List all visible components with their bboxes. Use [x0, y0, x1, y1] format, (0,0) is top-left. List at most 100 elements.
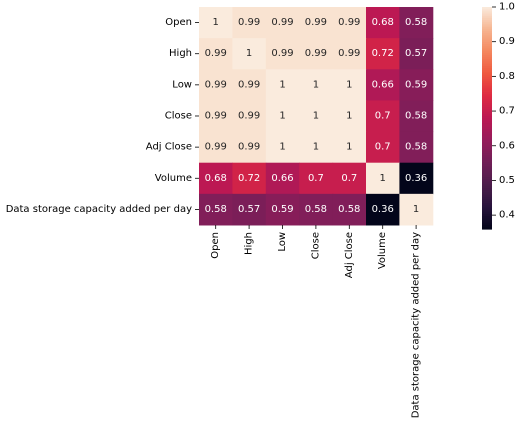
colorbar-segment [482, 53, 492, 56]
heatmap-cell [299, 69, 334, 101]
colorbar-segment [482, 130, 492, 134]
colorbar-segment [482, 142, 492, 145]
colorbar-segment [482, 167, 492, 171]
colorbar-segment [482, 151, 492, 154]
heatmap-cell [199, 193, 233, 226]
cell-annotation: 0.99 [305, 48, 327, 59]
colorbar-segment [482, 112, 492, 115]
cell-annotation: 0.99 [238, 142, 260, 153]
colorbar-segment [482, 71, 492, 75]
colorbar-segment [482, 88, 492, 91]
cell-annotation: 0.7 [341, 173, 357, 184]
cell-annotation: 0.59 [405, 79, 427, 90]
colorbar-segment [482, 160, 492, 163]
colorbar-segment [482, 156, 492, 160]
cell-annotation: 1 [346, 142, 352, 153]
colorbar-segment [482, 227, 492, 230]
colorbar-segment [482, 69, 492, 73]
colorbar-segment [482, 97, 492, 101]
colorbar-segment [482, 197, 492, 200]
heatmap-cell [332, 131, 367, 164]
cell-annotation: 0.57 [405, 48, 427, 59]
cell-annotation: 0.99 [338, 48, 360, 59]
heatmap-cell [366, 162, 400, 195]
colorbar-segment [482, 166, 492, 169]
colorbar-segment [482, 32, 492, 36]
colorbar-segment [482, 49, 492, 52]
colorbar-segment [482, 193, 492, 197]
colorbar-segment [482, 119, 492, 123]
heatmap-cell [299, 7, 334, 39]
colorbar-segment [482, 225, 492, 228]
colorbar-segment [482, 42, 492, 45]
colorbar-segment [482, 101, 492, 104]
heatmap-cell [366, 193, 400, 226]
colorbar-segment [482, 68, 492, 71]
colorbar-segment [482, 158, 492, 162]
cell-annotation: 0.58 [205, 204, 227, 215]
colorbar-segment [482, 162, 492, 165]
heatmap-cell [399, 131, 434, 164]
colorbar-segment [482, 212, 492, 215]
cell-annotation: 0.99 [205, 142, 227, 153]
heatmap-cell [332, 193, 367, 226]
colorbar-segment [482, 12, 492, 15]
heatmap-cell [399, 69, 434, 101]
cell-annotation: 1 [279, 142, 285, 153]
colorbar-segment [482, 21, 492, 25]
colorbar-segment [482, 51, 492, 54]
cell-annotation: 0.99 [271, 48, 293, 59]
colorbar-segment [482, 136, 492, 139]
row-tick-label: Open [165, 17, 192, 28]
cell-annotation: 1 [313, 142, 319, 153]
heatmap-cell [265, 7, 300, 39]
heatmap-cell [332, 7, 367, 39]
heatmap-cell [366, 38, 400, 70]
heatmap-cell [199, 131, 233, 164]
colorbar-segment [482, 147, 492, 151]
colorbar-segment [482, 138, 492, 141]
colorbar-segment [482, 34, 492, 38]
colorbar-segment [482, 47, 492, 51]
colorbar-tick-label: 0.9 [499, 36, 515, 47]
colorbar-segment [482, 204, 492, 208]
column-tick-label: Close [310, 232, 321, 259]
heatmap-cell [366, 69, 400, 101]
cell-annotation: 1 [313, 79, 319, 90]
colorbar-tick-label: 0.4 [499, 210, 515, 221]
colorbar-segment [482, 77, 492, 80]
colorbar-segment [482, 23, 492, 27]
colorbar-segment [482, 110, 492, 114]
column-tick-label: Open [210, 232, 221, 259]
cell-annotation: 1 [413, 204, 419, 215]
cell-annotation: 0.99 [205, 79, 227, 90]
colorbar-segment [482, 143, 492, 147]
colorbar-segment [482, 184, 492, 188]
colorbar-segment [482, 95, 492, 99]
colorbar-segment [482, 188, 492, 191]
column-tick-label: Data storage capacity added per day [411, 232, 422, 418]
cell-annotation: 0.7 [375, 142, 391, 153]
heatmap-cell [232, 7, 267, 39]
colorbar-segment [482, 29, 492, 32]
cell-annotation: 0.7 [375, 110, 391, 121]
cell-annotation: 1 [279, 79, 285, 90]
colorbar: 0.4 0.5 0.6 0.7 0.8 0.9 1.0 [482, 2, 515, 230]
row-tick-label: High [169, 48, 192, 59]
colorbar-segment [482, 132, 492, 136]
colorbar-segment [482, 175, 492, 178]
cell-annotation: 0.58 [338, 204, 360, 215]
cell-annotation: 1 [346, 79, 352, 90]
colorbar-tick-label: 1.0 [499, 2, 515, 13]
colorbar-segment [482, 221, 492, 225]
heatmap-cell [299, 100, 334, 133]
colorbar-segment [482, 105, 492, 108]
colorbar-tick-label: 0.5 [499, 175, 515, 186]
colorbar-segment [482, 45, 492, 49]
colorbar-segment [482, 145, 492, 149]
heatmap-cell [399, 162, 434, 195]
heatmap-cell [265, 131, 300, 164]
colorbar-segment [482, 84, 492, 88]
heatmap-cell [199, 7, 233, 39]
colorbar-segment [482, 223, 492, 226]
